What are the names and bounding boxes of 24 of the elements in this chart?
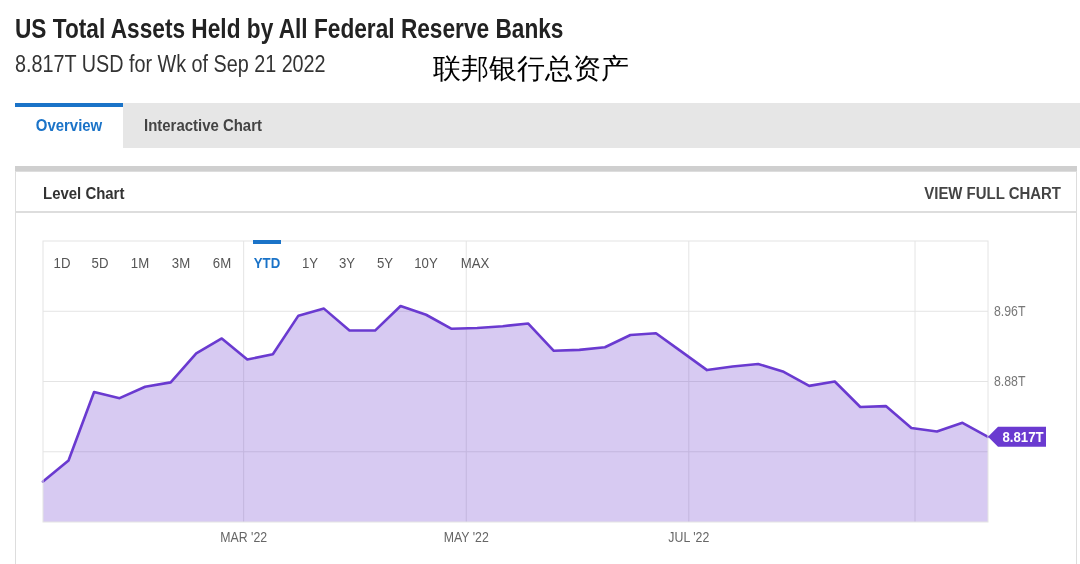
y-tick-label: 8.88T bbox=[994, 373, 1026, 390]
x-tick-label: MAY '22 bbox=[443, 529, 489, 546]
annotation: 10Y bbox=[414, 254, 439, 272]
x-tick-label: JUL '22 bbox=[668, 529, 710, 546]
annotation: MAX bbox=[460, 254, 490, 272]
annotation: 1Y bbox=[301, 254, 319, 272]
y-tick-label: 8.96T bbox=[994, 303, 1026, 320]
chart-subtitle: 8.817T USD for Wk of Sep 21 2022 bbox=[15, 51, 326, 78]
annotation: 6M bbox=[212, 254, 232, 272]
annotation: 3M bbox=[171, 254, 191, 272]
text: Level Chart bbox=[43, 184, 126, 203]
annotation: 5D bbox=[91, 254, 109, 272]
annotation: 3Y bbox=[338, 254, 356, 272]
text: Interactive Chart bbox=[144, 116, 263, 135]
text: Overview bbox=[35, 116, 103, 135]
data-label: 8.817T bbox=[1002, 428, 1044, 446]
annotation: 1M bbox=[130, 254, 150, 272]
annotation: YTD bbox=[253, 254, 281, 272]
annotation: 5Y bbox=[376, 254, 394, 272]
chart-title: US Total Assets Held by All Federal Reserve Banks bbox=[15, 13, 564, 44]
x-tick-label: MAR '22 bbox=[220, 529, 268, 546]
text: 联邦银行总资产 bbox=[433, 53, 629, 84]
text: VIEW FULL CHART bbox=[924, 184, 1062, 203]
annotation: 1D bbox=[53, 254, 71, 272]
